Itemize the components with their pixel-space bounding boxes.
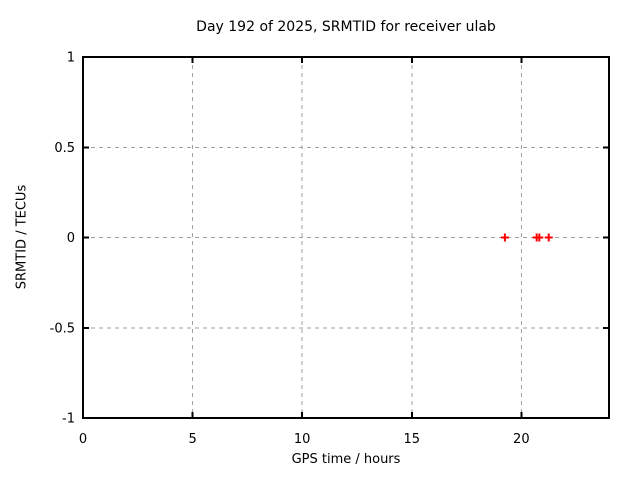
y-tick-label: 0	[67, 231, 75, 246]
chart-title: Day 192 of 2025, SRMTID for receiver ula…	[196, 19, 496, 35]
plot-border	[82, 56, 610, 419]
y-tick-label: -1	[62, 412, 75, 427]
x-tick-label: 10	[294, 432, 311, 447]
y-tick-label: -0.5	[50, 321, 75, 336]
x-tick-label: 5	[188, 432, 196, 447]
y-tick-label: 0.5	[54, 141, 75, 156]
x-tick-label: 20	[513, 432, 530, 447]
y-tick-label: 1	[67, 51, 75, 66]
x-tick-label: 0	[79, 432, 87, 447]
x-axis-label: GPS time / hours	[291, 452, 401, 467]
x-tick-label: 15	[403, 432, 420, 447]
